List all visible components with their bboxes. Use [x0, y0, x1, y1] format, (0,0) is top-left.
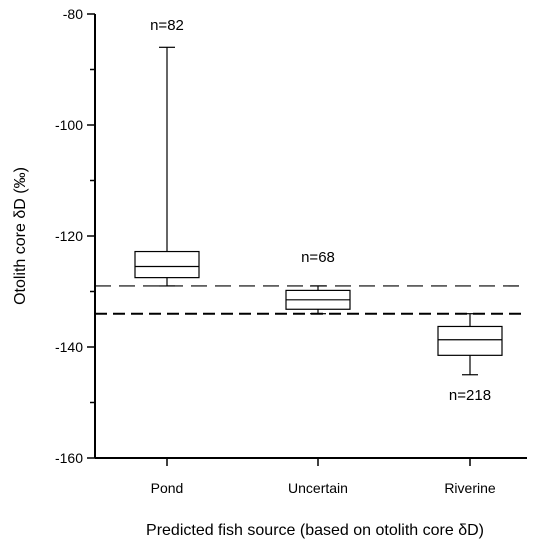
n-label: n=218 [449, 387, 491, 404]
box-uncertain [285, 285, 351, 315]
y-axis-title: Otolith core δD (‰) [12, 167, 29, 305]
y-tick-label: -100 [55, 117, 83, 133]
labels: -80 -100 -120 -140 -160 Pond Uncertain Riverine… [55, 6, 496, 496]
y-tick-label: -140 [55, 339, 83, 355]
iqr-box [437, 325, 503, 356]
n-label: n=68 [301, 249, 335, 266]
iqr-box [134, 250, 200, 279]
x-tick-label: Uncertain [288, 480, 348, 496]
box-riverine [437, 313, 503, 376]
boxes [134, 46, 503, 376]
x-tick-label: Pond [151, 480, 184, 496]
y-tick-label: -160 [55, 450, 83, 466]
x-axis-title: Predicted fish source (based on otolith … [146, 522, 484, 539]
n-label: n=82 [150, 17, 184, 34]
x-tick-label: Riverine [444, 480, 496, 496]
y-tick-label: -80 [63, 6, 83, 22]
box-pond [134, 46, 200, 287]
y-tick-label: -120 [55, 228, 83, 244]
axes [87, 13, 527, 466]
